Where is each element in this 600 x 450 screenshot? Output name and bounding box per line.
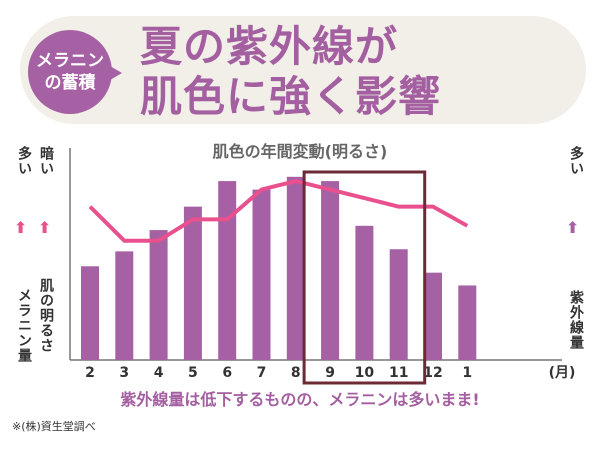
x-tick-label: 3 [119,365,129,381]
caption: 紫外線量は低下するものの、メラニンは多いまま! [120,390,480,409]
uv-top-label: 多い [568,146,584,176]
x-tick-label: 6 [222,365,232,381]
melanin-badge: メラニン の蓄積 [28,30,122,114]
x-tick-label: 12 [423,365,442,381]
arrow-up-icon: ⬆ [566,218,580,237]
arrow-up-icon: ⬆ [14,218,28,237]
melanin-top-label: 多い [16,146,32,176]
bar-1 [458,285,477,360]
bar-6 [218,181,237,360]
bar-3 [115,251,134,360]
brightness-line [88,179,469,243]
bar-10 [355,225,374,360]
bar-11 [389,249,408,360]
uv-axis-label: 紫外線量 [568,290,584,350]
bar-12 [424,272,442,360]
x-unit-label: (月) [549,365,576,381]
x-tick-label: 5 [188,365,198,381]
melanin-axis-label: メラニン量 [16,288,32,363]
bar-7 [252,189,271,360]
bar-2 [81,266,99,360]
brightness-top-label: 暗い [38,146,54,176]
bar-5 [183,206,202,360]
x-tick-label: 9 [325,365,335,381]
bar-8 [286,176,305,360]
chart-title: 肌色の年間変動(明るさ) [213,142,388,161]
x-tick-label: 10 [355,365,375,381]
x-tick-label: 1 [462,365,472,381]
x-tick-label: 7 [257,365,267,381]
source-note: ※(株)資生堂調べ [12,420,96,433]
headline: 夏の紫外線が 肌色に強く影響 [140,22,441,122]
highlight-box [302,170,427,385]
bar-9 [321,181,340,360]
x-tick-label: 8 [291,365,301,381]
badge-line1: メラニン [36,51,104,71]
x-tick-label: 11 [389,365,408,381]
x-tick-label: 4 [154,365,164,381]
brightness-axis-label: 肌の明るさ [38,278,54,353]
arrow-up-icon: ⬆ [38,218,52,237]
headline-line2: 肌色に強く影響 [140,72,442,121]
headline-line1: 夏の紫外線が [140,22,399,71]
bar-4 [149,230,168,360]
badge-line2: の蓄積 [44,73,96,93]
x-tick-label: 2 [85,365,95,381]
